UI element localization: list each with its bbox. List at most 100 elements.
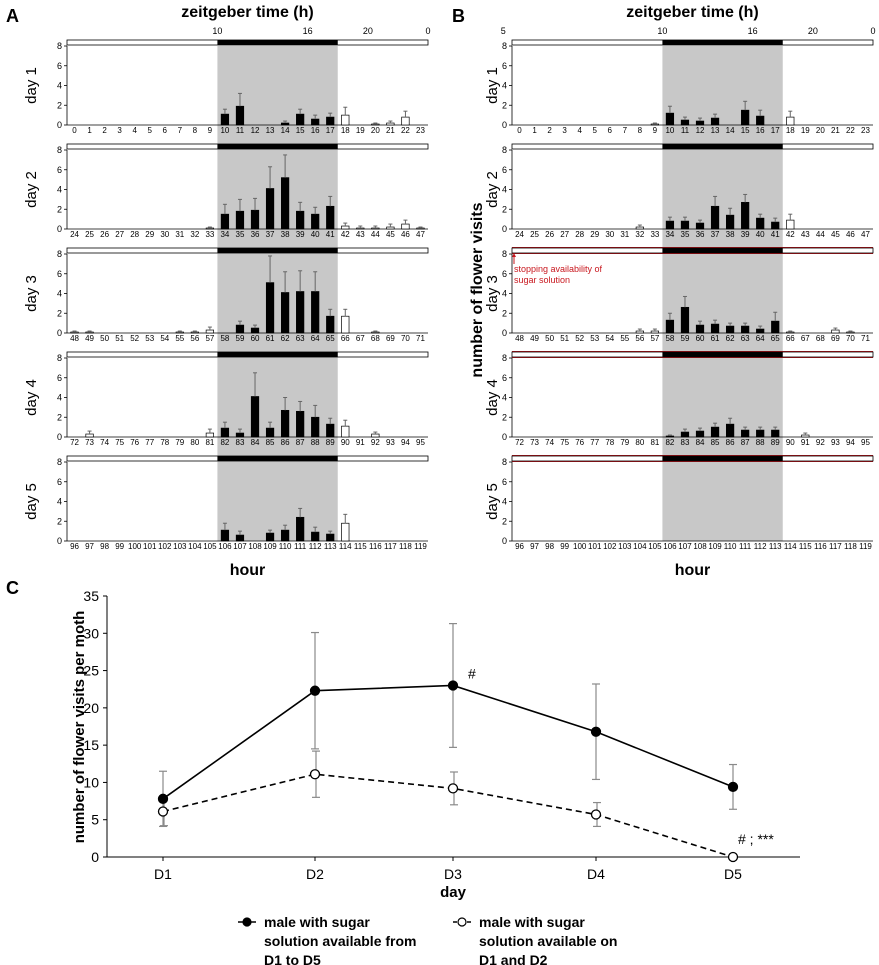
data-bar xyxy=(695,120,705,126)
y-tick-label: 4 xyxy=(57,393,62,403)
data-bar xyxy=(205,329,215,334)
y-tick-label: 4 xyxy=(57,81,62,91)
y-tick-label: 6 xyxy=(502,373,507,383)
data-bar xyxy=(371,331,380,334)
hour-tick-label: 6 xyxy=(608,126,613,135)
hour-tick-label: 49 xyxy=(530,334,539,343)
data-bar xyxy=(235,324,245,334)
data-point xyxy=(447,783,459,794)
data-bar xyxy=(846,331,855,334)
hour-tick-label: 42 xyxy=(341,230,350,239)
series-line-2 xyxy=(162,773,734,858)
hour-tick-label: 29 xyxy=(590,230,599,239)
hour-tick-label: 22 xyxy=(401,126,410,135)
hour-tick-label: 36 xyxy=(251,230,260,239)
data-bar xyxy=(665,319,675,334)
hour-tick-label: 52 xyxy=(575,334,584,343)
y-tick-label: 0 xyxy=(91,849,99,865)
hour-tick-label: 22 xyxy=(846,126,855,135)
data-bar xyxy=(250,209,260,230)
hour-tick-label: 64 xyxy=(756,334,765,343)
hour-tick-label: 91 xyxy=(801,438,810,447)
y-tick-label: 20 xyxy=(83,700,99,716)
day-label: day 1 xyxy=(23,67,40,104)
y-tick-label: 6 xyxy=(502,477,507,487)
zt-tick-label: 0 xyxy=(870,26,875,36)
hour-tick-label: 1 xyxy=(87,126,92,135)
hour-tick-label: 116 xyxy=(369,542,382,551)
hour-tick-label: 69 xyxy=(386,334,395,343)
y-tick-label: 6 xyxy=(57,477,62,487)
hour-tick-label: 26 xyxy=(545,230,554,239)
hour-tick-label: 51 xyxy=(560,334,569,343)
data-bar xyxy=(386,122,395,126)
hour-tick-label: 58 xyxy=(665,334,674,343)
hour-tick-label: 0 xyxy=(517,126,522,135)
data-bar xyxy=(85,433,94,438)
hour-tick-label: 7 xyxy=(623,126,628,135)
hour-tick-label: 88 xyxy=(311,438,320,447)
data-bar xyxy=(756,429,765,438)
day-label: day 4 xyxy=(484,379,501,416)
hour-tick-label: 6 xyxy=(163,126,168,135)
hour-tick-label: 39 xyxy=(296,230,305,239)
hour-tick-label: 98 xyxy=(100,542,109,551)
hour-tick-label: 62 xyxy=(726,334,735,343)
legend-label: male with sugar xyxy=(479,914,585,930)
hour-tick-label: 56 xyxy=(190,334,199,343)
data-point xyxy=(157,806,169,817)
hour-tick-label: 90 xyxy=(341,438,350,447)
hour-tick-label: 67 xyxy=(801,334,810,343)
hour-tick-label: 65 xyxy=(771,334,780,343)
hour-tick-label: 55 xyxy=(620,334,629,343)
dark-phase-bar xyxy=(217,40,338,45)
hour-tick-label: 94 xyxy=(846,438,855,447)
data-bar xyxy=(771,429,780,438)
hour-tick-label: 117 xyxy=(829,542,842,551)
legend-marker xyxy=(457,917,467,927)
y-tick-label: 8 xyxy=(57,41,62,51)
y-tick-label: 0 xyxy=(57,432,62,442)
hour-tick-label: 98 xyxy=(545,542,554,551)
data-bar xyxy=(175,331,184,334)
dark-phase-bar xyxy=(217,248,338,253)
data-bar xyxy=(190,331,199,334)
data-point xyxy=(727,851,739,863)
data-bar xyxy=(725,423,735,438)
hour-tick-label: 102 xyxy=(158,542,172,551)
y-tick-label: 2 xyxy=(502,100,507,110)
y-tick-label: 8 xyxy=(502,41,507,51)
hour-tick-label: 72 xyxy=(70,438,79,447)
data-bar xyxy=(831,329,840,334)
data-bar xyxy=(695,430,705,438)
hour-tick-label: 43 xyxy=(801,230,810,239)
zt-tick-label: 16 xyxy=(748,26,758,36)
hour-tick-label: 83 xyxy=(681,438,690,447)
dark-phase-bar xyxy=(662,248,783,253)
hour-tick-label: 117 xyxy=(384,542,397,551)
data-bar xyxy=(311,118,320,126)
y-tick-label: 0 xyxy=(57,120,62,130)
hour-tick-label: 92 xyxy=(816,438,825,447)
hour-tick-label: 38 xyxy=(281,230,290,239)
hour-tick-label: 91 xyxy=(356,438,365,447)
data-bar xyxy=(771,221,780,230)
legend-label: D1 and D2 xyxy=(479,952,548,965)
hour-tick-label: 68 xyxy=(371,334,380,343)
hour-tick-label: 25 xyxy=(530,230,539,239)
data-bar xyxy=(265,532,275,542)
hour-tick-label: 102 xyxy=(603,542,617,551)
hour-tick-label: 57 xyxy=(205,334,214,343)
hour-tick-label: 54 xyxy=(160,334,169,343)
hour-tick-label: 29 xyxy=(145,230,154,239)
data-bar xyxy=(326,423,335,438)
hour-tick-label: 36 xyxy=(696,230,705,239)
hour-tick-label: 110 xyxy=(279,542,292,551)
hour-tick-label: 31 xyxy=(175,230,184,239)
y-tick-label: 0 xyxy=(502,120,507,130)
hour-tick-label: 119 xyxy=(414,542,427,551)
hour-tick-label: 11 xyxy=(681,126,690,135)
hour-tick-label: 71 xyxy=(861,334,870,343)
